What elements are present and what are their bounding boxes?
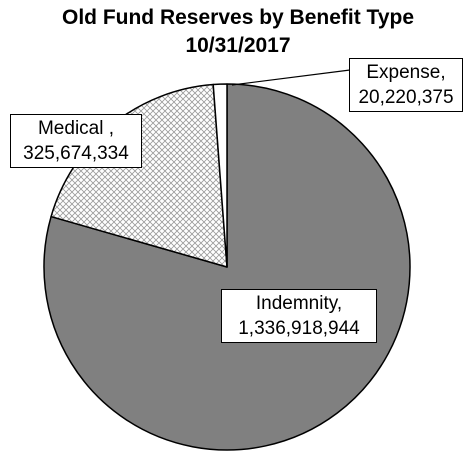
- pie-slice-expense: [212, 83, 228, 268]
- expense-leader-line: [231, 69, 351, 86]
- slice-label-expense-value: 20,220,375: [358, 87, 454, 108]
- slice-label-medical-name: Medical ,: [37, 118, 115, 139]
- slice-label-expense-name: Expense,: [366, 62, 446, 83]
- chart-subtitle: 10/31/2017: [185, 34, 291, 57]
- slice-label-indemnity-name: Indemnity,: [255, 293, 343, 314]
- chart-title: Old Fund Reserves by Benefit Type: [61, 6, 415, 29]
- slice-label-indemnity-value: 1,336,918,944: [238, 318, 360, 339]
- slice-label-medical: Medical , 325,674,334: [10, 114, 142, 168]
- chart-title-block: Old Fund Reserves by Benefit Type 10/31/…: [0, 4, 476, 60]
- slice-label-indemnity: Indemnity, 1,336,918,944: [221, 289, 377, 343]
- slice-label-medical-value: 325,674,334: [23, 143, 129, 164]
- slice-label-expense: Expense, 20,220,375: [349, 58, 463, 112]
